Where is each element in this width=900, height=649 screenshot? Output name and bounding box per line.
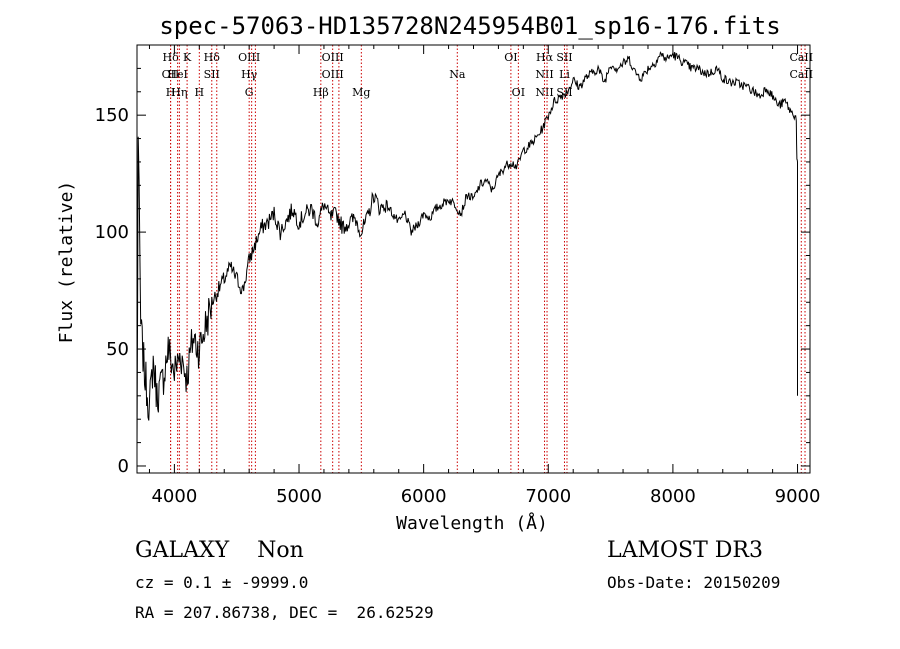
x-tick-label: 8000 [650, 486, 696, 507]
line-label: Hγ [241, 68, 258, 81]
x-axis-ticks: 4000 5000 6000 7000 8000 9000 [148, 45, 821, 507]
line-label: CaII [789, 68, 813, 81]
line-label: SII [204, 68, 220, 81]
line-label: SII [556, 51, 572, 64]
y-tick-label: 100 [95, 222, 129, 243]
line-label: Hα [536, 51, 554, 64]
line-label: H [166, 86, 176, 99]
chart-title: spec-57063-HD135728N245954B01_sp16-176.f… [159, 12, 780, 40]
x-axis-label: Wavelength (Å) [396, 512, 548, 534]
y-axis-label: Flux (relative) [56, 181, 77, 344]
line-label: G [245, 86, 254, 99]
line-label: OI [504, 51, 517, 64]
line-label: K [183, 51, 192, 64]
object-class: GALAXY Non [135, 538, 304, 563]
x-tick-label: 4000 [151, 486, 197, 507]
y-axis-ticks: 0 50 100 150 [95, 67, 810, 477]
line-label: CaII [789, 51, 813, 64]
line-label: H [195, 86, 205, 99]
obs-date: Obs-Date: 20150209 [607, 573, 781, 592]
flux-series-line [136, 51, 798, 451]
x-tick-label: 7000 [525, 486, 571, 507]
x-tick-label: 5000 [276, 486, 322, 507]
y-tick-label: 0 [118, 456, 129, 477]
line-label: NII [535, 86, 553, 99]
x-tick-label: 9000 [775, 486, 821, 507]
line-label: OIII [322, 51, 344, 64]
line-label: Mg [352, 86, 370, 99]
line-label: OIII [238, 51, 260, 64]
line-label: Hδ [163, 51, 180, 64]
line-label: NII [535, 68, 553, 81]
plot-area-frame [136, 44, 811, 474]
line-label: Na [449, 68, 466, 81]
line-label: Hδ [204, 51, 221, 64]
coordinates: RA = 207.86738, DEC = 26.62529 [135, 603, 434, 622]
y-tick-label: 150 [95, 105, 129, 126]
line-label: HeI [167, 68, 187, 81]
line-label: OI [512, 86, 525, 99]
line-label: Hβ [313, 86, 329, 99]
x-tick-label: 6000 [401, 486, 447, 507]
line-label: Hη [171, 86, 187, 99]
survey-name: LAMOST DR3 [607, 538, 763, 563]
redshift-readout: cz = 0.1 ± -9999.0 [135, 573, 309, 592]
line-label: Li [559, 68, 570, 81]
y-tick-label: 50 [106, 339, 129, 360]
line-label: OIII [322, 68, 344, 81]
